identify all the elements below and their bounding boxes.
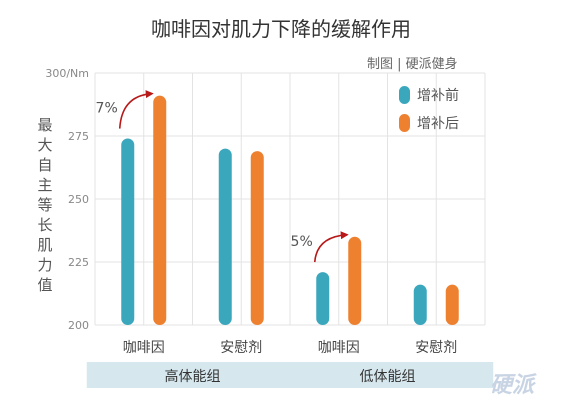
chart-credit: 制图 | 硬派健身: [367, 56, 458, 72]
bar-before: [413, 284, 427, 325]
bar-after: [153, 95, 167, 326]
legend-swatch: [399, 86, 410, 104]
y-axis-label: 最大自主等长肌力值: [37, 116, 52, 294]
bar-after: [445, 284, 459, 325]
bar-after: [348, 236, 362, 325]
y-tick-label: 225: [68, 256, 89, 269]
annotation-label: 7%: [96, 101, 118, 117]
group-band: [86, 362, 299, 388]
legend-label: 增补前: [417, 87, 459, 104]
bar-before: [316, 272, 330, 325]
y-tick-label: 250: [68, 193, 89, 206]
group-label: 高体能组: [165, 368, 221, 385]
annotation-arrow: [313, 231, 349, 263]
bar-before: [218, 148, 232, 325]
bar-before: [121, 138, 135, 325]
bar-after: [250, 151, 264, 325]
chart-title: 咖啡因对肌力下降的缓解作用: [151, 17, 411, 41]
group-labels: 高体能组 低体能组: [86, 362, 494, 388]
legend-swatch: [399, 114, 410, 132]
group-label: 低体能组: [360, 369, 416, 385]
annotation-label: 5%: [291, 234, 313, 250]
annotation-arrow: [118, 90, 154, 129]
y-tick-label: 300/Nm: [45, 67, 89, 80]
y-axis-label-text: 最大自主等长肌力值: [37, 116, 52, 294]
bars: [121, 95, 459, 326]
category-labels: 咖啡因 安慰剂 咖啡因 安慰剂: [123, 339, 458, 356]
annotations: 7% 5%: [96, 90, 349, 263]
y-axis-ticks: 200 225 250 275 300/Nm: [45, 67, 89, 332]
y-tick-label: 275: [68, 130, 89, 143]
category-label: 咖啡因: [123, 340, 165, 356]
category-label: 咖啡因: [318, 340, 360, 356]
legend-label: 增补后: [417, 116, 459, 132]
category-label: 安慰剂: [220, 339, 262, 356]
watermark: 硬派: [490, 373, 537, 398]
category-label: 安慰剂: [415, 339, 457, 356]
group-band: [281, 362, 494, 388]
y-tick-label: 200: [68, 319, 89, 332]
